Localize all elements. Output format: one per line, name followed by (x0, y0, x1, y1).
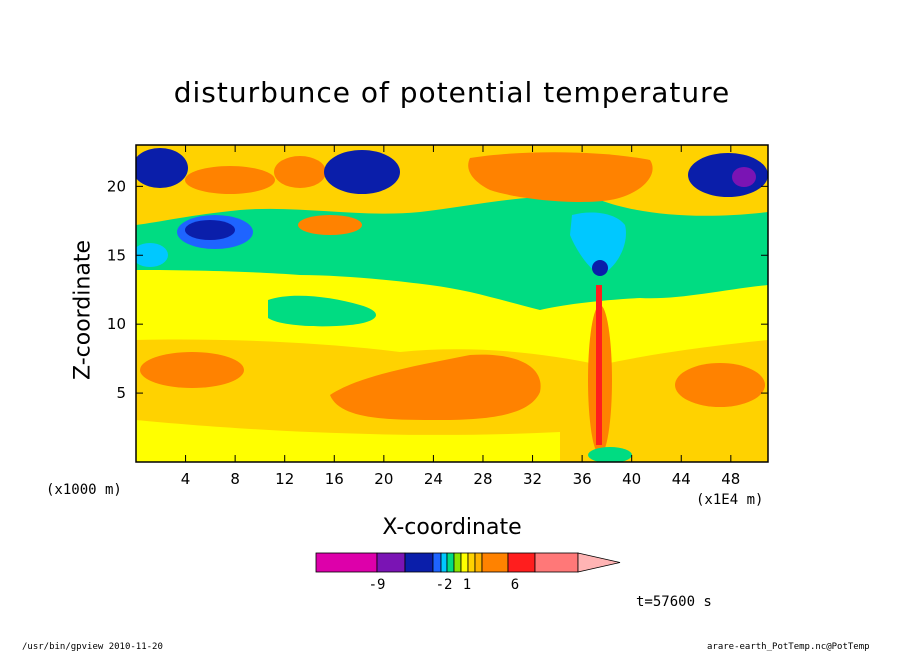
field-shape (468, 152, 653, 202)
field-shape (596, 285, 602, 445)
y-axis-label: Z-coordinate (70, 240, 96, 380)
colorbar-tick-label: -9 (369, 577, 386, 593)
field-shape (136, 420, 560, 462)
colorbar-extension-arrow (577, 552, 621, 573)
field-shape (688, 153, 768, 197)
y-tick-label: 10 (107, 315, 126, 333)
x-tick-label: 36 (573, 470, 592, 488)
field-shape (324, 150, 400, 194)
footer-left-text: /usr/bin/gpview 2010-11-20 (22, 642, 163, 652)
x-tick-label: 44 (672, 470, 691, 488)
colorbar-swatch (404, 552, 434, 573)
colorbar-tick-label: 1 (463, 577, 471, 593)
x-unit-label: (x1000 m) (46, 482, 122, 498)
footer-right-text: arare-earth_PotTemp.nc@PotTemp (707, 642, 870, 652)
contour-field (136, 145, 768, 462)
colorbar-tick-label: -2 (436, 577, 453, 593)
x-tick-label: 24 (424, 470, 443, 488)
field-shape (570, 212, 626, 275)
x-tick-label: 28 (473, 470, 492, 488)
x-tick-label: 12 (275, 470, 294, 488)
x-axis-label: X-coordinate (382, 515, 522, 540)
colorbar-swatch (446, 552, 455, 573)
colorbar: -9 -2 1 6 (315, 552, 621, 593)
time-label: t=57600 s (636, 594, 712, 610)
field-shape (140, 352, 244, 388)
field-shape (185, 220, 235, 240)
field-shape (588, 447, 632, 462)
x-tick-label: 8 (230, 470, 240, 488)
x-tick-label: 4 (181, 470, 191, 488)
y-tick-label: 15 (107, 246, 126, 264)
colorbar-swatch (467, 552, 476, 573)
field-shape (136, 243, 168, 267)
x-tick-label: 48 (721, 470, 740, 488)
colorbar-swatch (315, 552, 378, 573)
x-scale-label: (x1E4 m) (696, 492, 764, 508)
colorbar-swatch (432, 552, 442, 573)
x-tick-label: 20 (374, 470, 393, 488)
field-shape (274, 156, 326, 188)
x-tick-label: 40 (622, 470, 641, 488)
colorbar-swatch (474, 552, 483, 573)
colorbar-swatch (507, 552, 536, 573)
colorbar-swatch (453, 552, 462, 573)
y-tick-label: 20 (107, 177, 126, 195)
field-shape (268, 295, 377, 327)
field-shape (298, 215, 362, 235)
plot-frame (135, 144, 769, 463)
colorbar-tick-label: 6 (511, 577, 519, 593)
colorbar-swatch (534, 552, 579, 573)
colorbar-swatch (376, 552, 406, 573)
field-shape (675, 363, 765, 407)
field-shape (185, 166, 275, 194)
x-tick-label: 32 (523, 470, 542, 488)
colorbar-swatch (481, 552, 509, 573)
colorbar-swatch (460, 552, 469, 573)
field-shape (592, 260, 608, 276)
field-shape (330, 354, 541, 420)
colorbar-swatch (440, 552, 448, 573)
chart-title: disturbunce of potential temperature (173, 76, 731, 109)
field-shape (136, 148, 188, 188)
field-shape (732, 167, 756, 187)
y-tick-label: 5 (116, 384, 126, 402)
x-tick-label: 16 (325, 470, 344, 488)
